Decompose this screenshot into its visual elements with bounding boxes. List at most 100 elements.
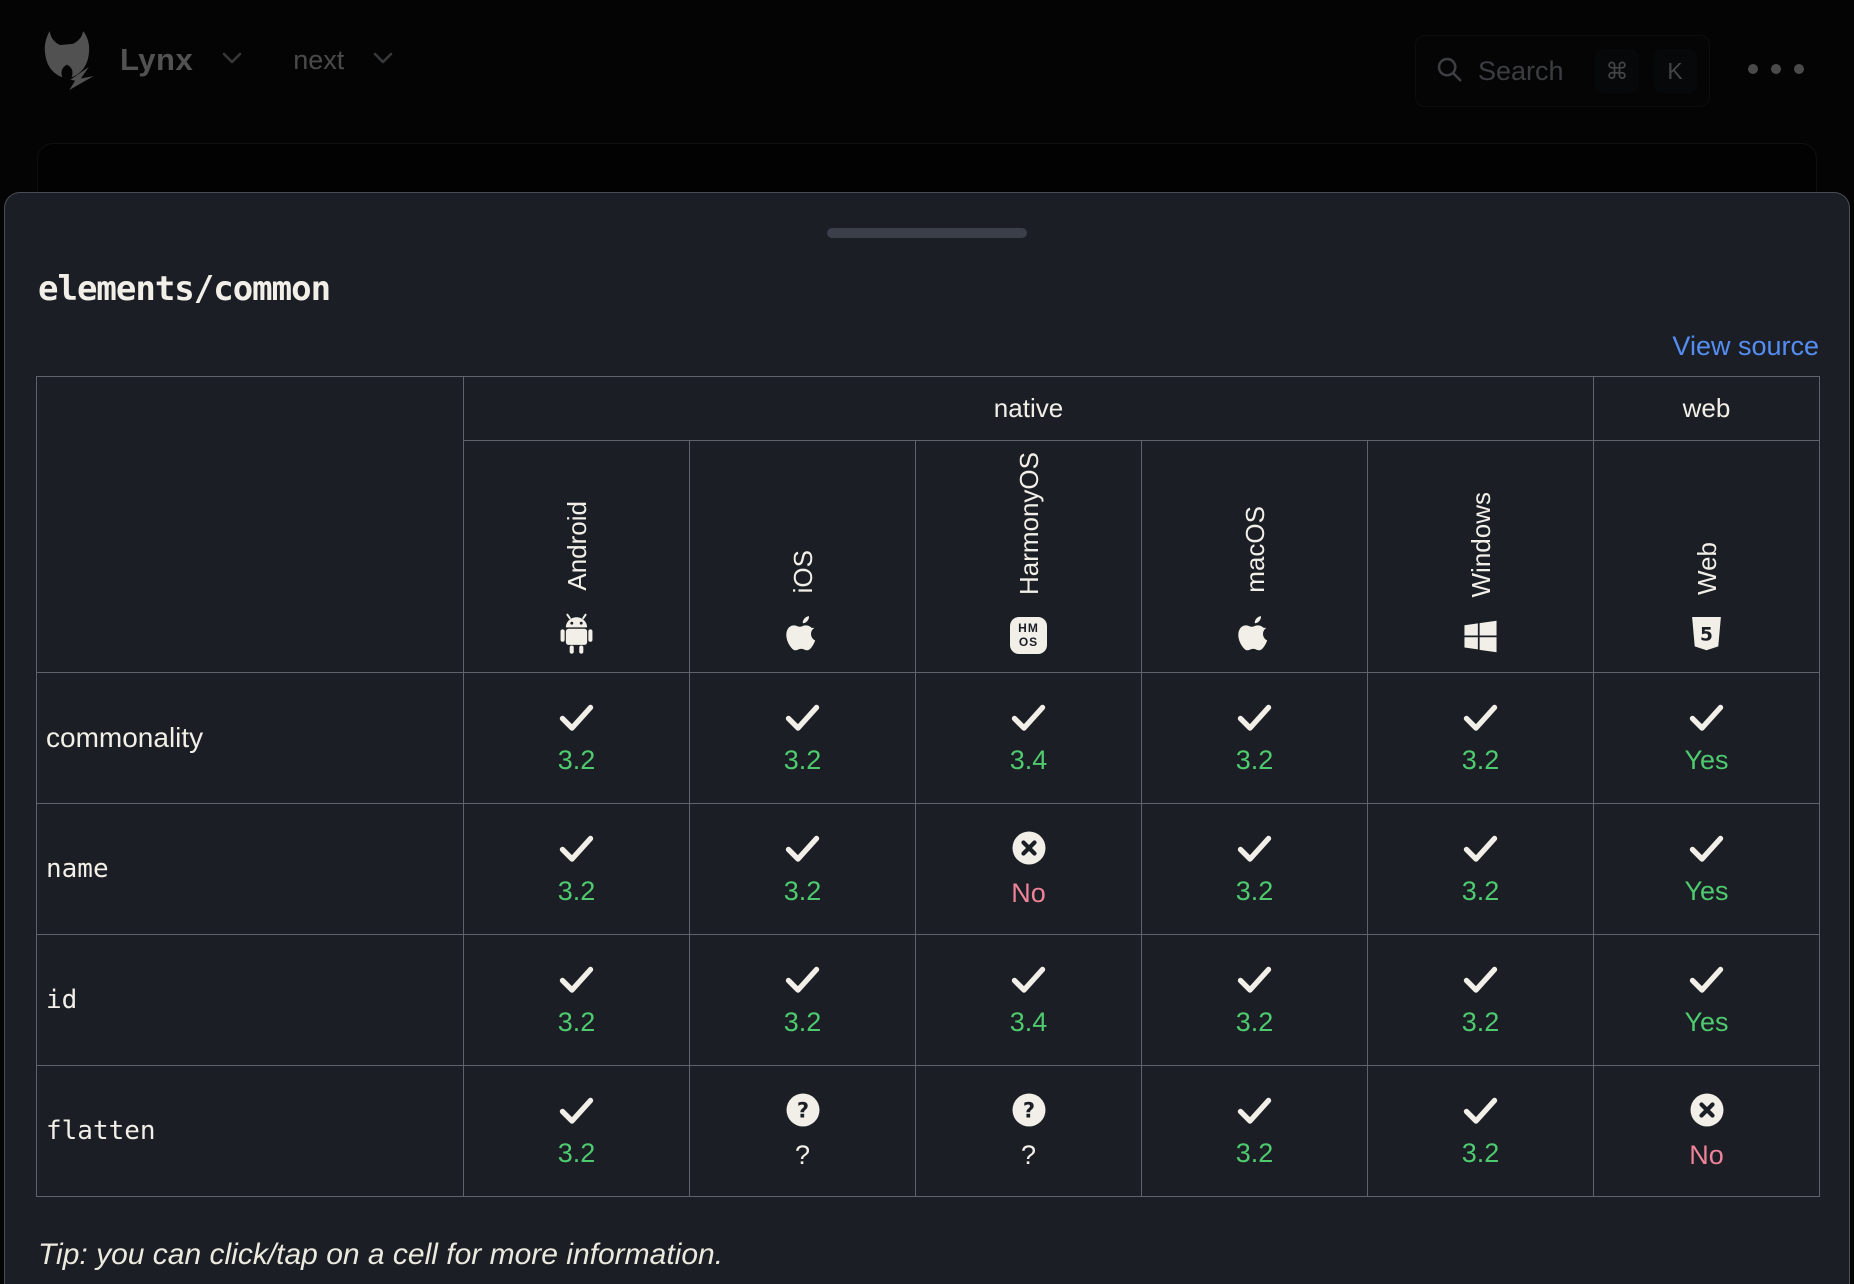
platform-label: Windows <box>1465 491 1496 597</box>
compat-cell-flatten-harmonyos[interactable]: ?? <box>915 1065 1142 1197</box>
cell-value: 3.2 <box>783 744 822 775</box>
compat-cell-flatten-macos[interactable]: 3.2 <box>1141 1065 1368 1197</box>
platform-label: Android <box>561 501 592 591</box>
compat-cell-flatten-ios[interactable]: ?? <box>689 1065 916 1197</box>
compat-cell-flatten-android[interactable]: 3.2 <box>463 1065 690 1197</box>
check-icon <box>1010 965 1047 994</box>
cell-value: 3.2 <box>557 875 596 906</box>
compat-cell-flatten-web[interactable]: No <box>1593 1065 1820 1197</box>
table-row: flatten 3.2???? 3.2 3.2 No <box>36 1065 1820 1197</box>
apple-icon <box>1238 615 1271 654</box>
cell-value: 3.2 <box>557 1006 596 1037</box>
check-icon <box>1688 965 1725 994</box>
cell-value: ? <box>1020 1140 1037 1170</box>
compat-cell-commonality-macos[interactable]: 3.2 <box>1141 672 1368 804</box>
check-icon <box>558 965 595 994</box>
compat-cell-id-ios[interactable]: 3.2 <box>689 934 916 1066</box>
group-header-native: native <box>463 376 1594 441</box>
row-label-commonality: commonality <box>36 672 464 804</box>
compat-cell-id-macos[interactable]: 3.2 <box>1141 934 1368 1066</box>
compat-cell-commonality-android[interactable]: 3.2 <box>463 672 690 804</box>
platform-label: Web <box>1691 542 1722 595</box>
tip-text: Tip: you can click/tap on a cell for mor… <box>38 1238 724 1271</box>
cell-value: 3.2 <box>1461 1137 1500 1168</box>
group-header-web: web <box>1593 376 1820 441</box>
cross-circle-icon <box>1690 1093 1724 1127</box>
compat-cell-commonality-ios[interactable]: 3.2 <box>689 672 916 804</box>
cell-value: Yes <box>1684 875 1729 906</box>
question-circle-icon: ? <box>786 1093 820 1127</box>
cell-value: ? <box>794 1140 811 1170</box>
cell-value: 3.2 <box>1235 1006 1274 1037</box>
check-icon <box>784 834 821 863</box>
platform-label: iOS <box>787 549 818 593</box>
svg-text:?: ? <box>1022 1099 1034 1123</box>
compatibility-table: native web Android iOS HarmonyOS HM OS macOS Win… <box>36 376 1820 1197</box>
cell-value: 3.4 <box>1009 744 1048 775</box>
compat-cell-commonality-windows[interactable]: 3.2 <box>1367 672 1594 804</box>
platform-label: HarmonyOS <box>1013 451 1044 595</box>
svg-text:5: 5 <box>1700 624 1713 645</box>
check-icon <box>1462 1096 1499 1125</box>
check-icon <box>784 965 821 994</box>
compat-cell-name-android[interactable]: 3.2 <box>463 803 690 935</box>
cell-value: 3.2 <box>1461 1006 1500 1037</box>
check-icon <box>784 703 821 732</box>
check-icon <box>558 703 595 732</box>
check-icon <box>558 834 595 863</box>
compat-cell-name-ios[interactable]: 3.2 <box>689 803 916 935</box>
platform-header-macos: macOS <box>1141 440 1368 673</box>
platform-header-harmonyos: HarmonyOS HM OS <box>915 440 1142 673</box>
platform-header-ios: iOS <box>689 440 916 673</box>
platform-header-web: Web 5 <box>1593 440 1820 673</box>
cell-value: Yes <box>1684 1006 1729 1037</box>
check-icon <box>1010 703 1047 732</box>
cell-value: 3.2 <box>557 1137 596 1168</box>
check-icon <box>1236 965 1273 994</box>
row-label-name: name <box>36 803 464 935</box>
cell-value: 3.2 <box>1461 875 1500 906</box>
platform-header-android: Android <box>463 440 690 673</box>
question-circle-icon: ? <box>1012 1093 1046 1127</box>
cell-value: 3.4 <box>1009 1006 1048 1037</box>
table-row: name 3.2 3.2 No 3.2 3.2 Yes <box>36 803 1820 935</box>
platform-header-windows: Windows <box>1367 440 1594 673</box>
compat-cell-id-harmonyos[interactable]: 3.4 <box>915 934 1142 1066</box>
android-icon <box>558 613 595 654</box>
view-source-link[interactable]: View source <box>1672 331 1819 361</box>
compat-cell-id-android[interactable]: 3.2 <box>463 934 690 1066</box>
table-row: id 3.2 3.2 3.4 3.2 3.2 Yes <box>36 934 1820 1066</box>
html5-icon: 5 <box>1690 617 1723 654</box>
row-label-flatten: flatten <box>36 1065 464 1197</box>
compat-cell-name-harmonyos[interactable]: No <box>915 803 1142 935</box>
compat-cell-flatten-windows[interactable]: 3.2 <box>1367 1065 1594 1197</box>
cell-value: 3.2 <box>1235 875 1274 906</box>
check-icon <box>1462 965 1499 994</box>
compat-cell-name-windows[interactable]: 3.2 <box>1367 803 1594 935</box>
compat-cell-name-web[interactable]: Yes <box>1593 803 1820 935</box>
compat-cell-id-windows[interactable]: 3.2 <box>1367 934 1594 1066</box>
compat-cell-id-web[interactable]: Yes <box>1593 934 1820 1066</box>
harmonyos-icon: HM OS <box>1010 617 1047 654</box>
compat-cell-name-macos[interactable]: 3.2 <box>1141 803 1368 935</box>
cell-value: 3.2 <box>1461 744 1500 775</box>
apple-icon <box>786 615 819 654</box>
platform-label: macOS <box>1239 506 1270 593</box>
check-icon <box>1688 834 1725 863</box>
compat-cell-commonality-harmonyos[interactable]: 3.4 <box>915 672 1142 804</box>
cell-value: 3.2 <box>557 744 596 775</box>
cell-value: 3.2 <box>783 875 822 906</box>
check-icon <box>1688 703 1725 732</box>
table-corner-cell <box>36 376 464 673</box>
cell-value: 3.2 <box>1235 744 1274 775</box>
cell-value: 3.2 <box>1235 1137 1274 1168</box>
compat-cell-commonality-web[interactable]: Yes <box>1593 672 1820 804</box>
cell-value: No <box>1689 1140 1724 1170</box>
drag-handle[interactable] <box>827 228 1027 238</box>
check-icon <box>1462 703 1499 732</box>
check-icon <box>558 1096 595 1125</box>
check-icon <box>1236 834 1273 863</box>
table-row: commonality 3.2 3.2 3.4 3.2 3.2 Yes <box>36 672 1820 804</box>
cell-value: 3.2 <box>783 1006 822 1037</box>
cross-circle-icon <box>1012 831 1046 865</box>
